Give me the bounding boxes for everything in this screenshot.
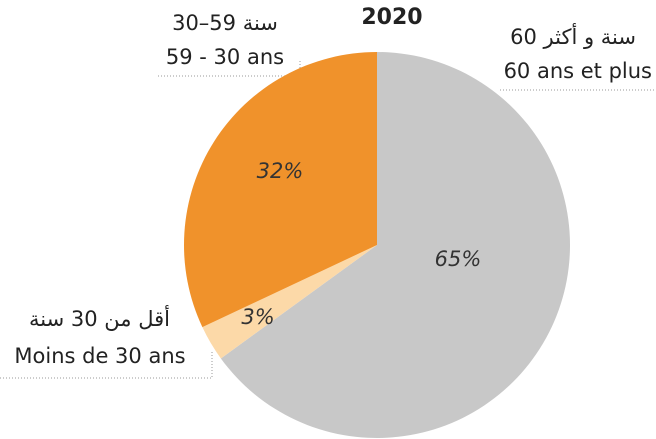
category-label-ar: 30–59 سنة xyxy=(172,11,278,35)
category-label-ar: 60 سنة و أكثر xyxy=(510,23,636,49)
category-label: 59 - 30 ans xyxy=(166,45,284,69)
pie-slice xyxy=(183,52,377,328)
data-label: 65% xyxy=(435,247,482,271)
chart-title: 2020 xyxy=(361,5,422,30)
pie-slice xyxy=(202,245,377,359)
category-label-ar: أقل من 30 سنة xyxy=(29,305,170,331)
pie-slice xyxy=(220,52,570,439)
data-label: 3% xyxy=(241,305,274,329)
category-label: Moins de 30 ans xyxy=(14,344,185,368)
data-label: 32% xyxy=(257,159,304,183)
category-label: 60 ans et plus xyxy=(504,59,652,83)
